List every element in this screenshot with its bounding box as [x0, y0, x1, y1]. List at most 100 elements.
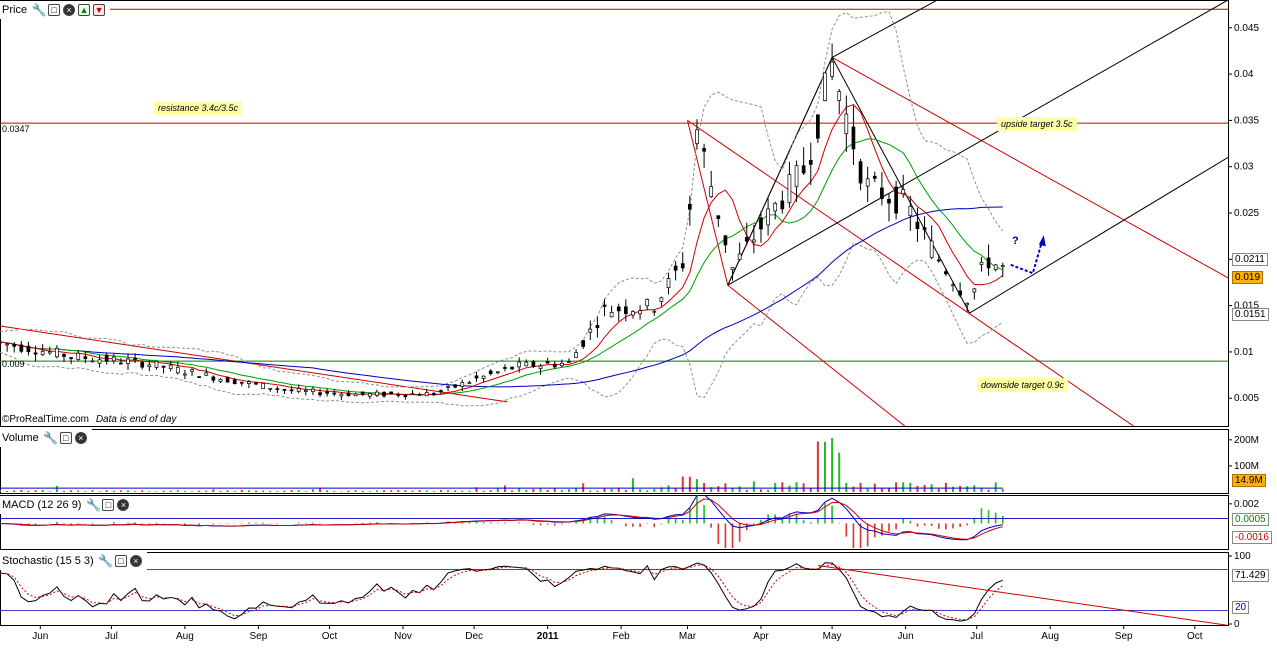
question-mark-note: ? — [1012, 235, 1019, 247]
price-tick-label: 0.005 — [1234, 393, 1259, 404]
macd-histogram-bar — [838, 522, 841, 524]
volume-tick-label: 200M — [1234, 435, 1259, 446]
volume-bar — [809, 487, 812, 492]
macd-histogram-bar — [63, 523, 65, 525]
candle-body — [979, 262, 984, 265]
volume-bar — [119, 490, 122, 492]
channel-line — [727, 284, 906, 426]
candle-body — [510, 366, 514, 370]
macd-histogram-bar — [689, 507, 691, 524]
pitchfork-line — [727, 0, 1228, 286]
candle-body — [12, 343, 17, 347]
move-up-icon[interactable]: ▲ — [78, 4, 91, 16]
pitchfork-line — [831, 57, 971, 314]
volume-bar — [247, 490, 250, 492]
volume-bar — [6, 490, 9, 492]
wrench-icon[interactable]: 🔧 — [31, 2, 47, 17]
window-icon[interactable]: □ — [114, 555, 127, 567]
wrench-icon[interactable]: 🔧 — [43, 430, 59, 445]
volume-bar — [553, 488, 556, 492]
macd-line — [0, 495, 1003, 541]
macd-histogram-bar — [376, 522, 378, 524]
volume-bar — [397, 490, 400, 492]
macd-histogram-bar — [753, 523, 755, 525]
window-icon[interactable]: □ — [102, 499, 115, 511]
volume-bar — [319, 487, 322, 492]
macd-histogram-bar — [475, 521, 478, 524]
candle-body — [908, 206, 913, 217]
volume-bar — [63, 491, 66, 492]
close-icon[interactable]: × — [63, 4, 76, 16]
volume-bar — [695, 479, 698, 492]
candle-body — [595, 325, 600, 329]
volume-bar — [233, 491, 236, 492]
candle-body — [424, 392, 429, 397]
candle-body — [311, 388, 315, 393]
volume-bar — [276, 491, 279, 492]
price-panel-header: Price 🔧 □ × ▲ ▼ — [0, 1, 111, 19]
price-upper-band-badge: 0.0211 — [1232, 253, 1268, 266]
volume-bar — [759, 489, 762, 492]
candle-body — [844, 113, 849, 135]
x-axis-label: Oct — [1187, 631, 1203, 642]
volume-bar — [909, 482, 912, 492]
candle-body — [823, 72, 827, 102]
volume-bar — [255, 490, 258, 492]
volume-bar — [639, 489, 642, 492]
x-axis-label: Nov — [394, 631, 412, 642]
downside-target-note: downside target 0.9c — [977, 378, 1069, 392]
volume-bar — [368, 491, 371, 492]
volume-bar — [105, 490, 108, 492]
credit-source: ©ProRealTime.com — [2, 414, 90, 425]
candle-body — [880, 187, 884, 199]
volume-bar — [624, 490, 627, 492]
x-axis-label: Jun — [898, 631, 914, 642]
macd-signal-badge: 0.0005 — [1232, 513, 1269, 526]
candle-body — [410, 393, 415, 395]
price-panel — [0, 0, 1228, 426]
macd-histogram-bar — [859, 523, 862, 548]
wrench-icon[interactable]: 🔧 — [98, 553, 114, 568]
volume-bar — [838, 452, 841, 492]
stochastic-k-line — [0, 562, 1003, 622]
macd-histogram-bar — [710, 523, 712, 528]
candle-body — [837, 91, 842, 101]
macd-histogram-bar — [603, 515, 606, 524]
macd-histogram-bar — [582, 520, 584, 524]
move-down-icon[interactable]: ▼ — [93, 4, 106, 16]
macd-histogram-bar — [305, 522, 307, 524]
candle-body — [574, 352, 578, 358]
macd-histogram-bar — [717, 523, 720, 545]
candle-body — [90, 360, 95, 363]
volume-bar — [41, 489, 44, 492]
wrench-icon[interactable]: 🔧 — [86, 497, 101, 512]
candle-body — [197, 376, 201, 379]
close-icon[interactable]: × — [129, 555, 142, 567]
macd-histogram-bar — [681, 519, 684, 524]
macd-histogram-bar — [930, 523, 933, 527]
candle-body — [503, 367, 507, 369]
volume-bar — [937, 488, 940, 492]
candle-body — [382, 392, 386, 397]
macd-histogram-bar — [198, 523, 200, 526]
window-icon[interactable]: □ — [48, 4, 61, 16]
candle-body — [752, 239, 756, 243]
volume-bar — [795, 482, 798, 492]
upside-target-note: upside target 3.5c — [997, 117, 1077, 131]
moving-average-mid — [0, 138, 1003, 396]
candle-body — [794, 165, 799, 188]
candle-body — [894, 186, 898, 214]
volume-bar — [916, 485, 919, 492]
macd-histogram-bar — [56, 521, 58, 524]
close-icon[interactable]: × — [117, 499, 130, 511]
candle-body — [680, 263, 685, 269]
close-icon[interactable]: × — [74, 432, 87, 444]
stochastic-panel-title: Stochastic (15 5 3) — [2, 555, 94, 567]
window-icon[interactable]: □ — [59, 432, 72, 444]
candle-body — [190, 369, 194, 372]
volume-bar — [134, 491, 137, 492]
price-tick-label: 0.035 — [1234, 115, 1259, 126]
volume-bar — [432, 491, 435, 492]
volume-bar — [361, 491, 364, 492]
macd-histogram-bar — [539, 523, 542, 526]
